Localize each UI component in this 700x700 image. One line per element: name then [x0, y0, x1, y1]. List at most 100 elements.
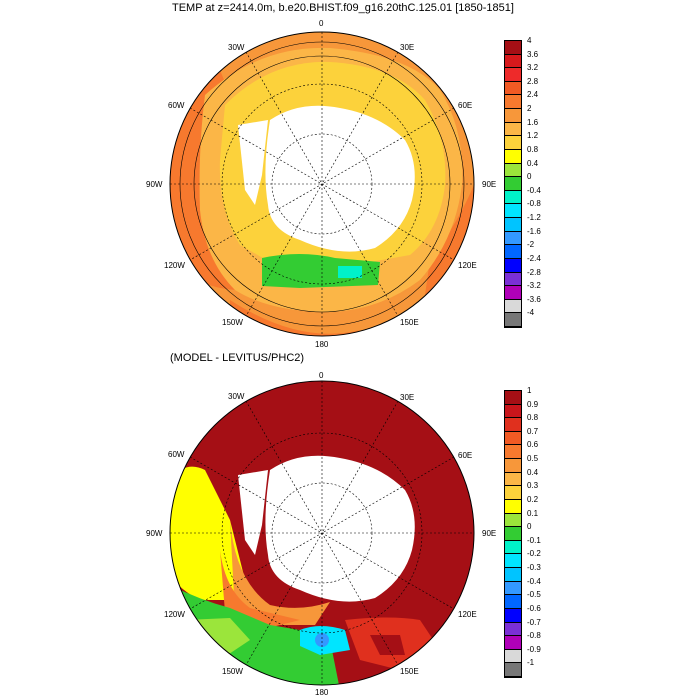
colorbar-label: 0.7	[527, 426, 539, 436]
colorbar-swatch	[505, 177, 521, 191]
lon-label-120w: 120W	[164, 261, 185, 270]
lon-label-60w: 60W	[168, 101, 185, 110]
temperature-colorbar	[504, 40, 522, 328]
panel2-title: (MODEL - LEVITUS/PHC2)	[170, 352, 305, 364]
colorbar-swatch	[505, 581, 521, 596]
colorbar-label: -0.9	[527, 644, 541, 654]
colorbar-swatch	[505, 404, 521, 419]
lon-label-0: 0	[319, 371, 324, 380]
lon-label-60e: 60E	[458, 451, 472, 460]
colorbar-label: 0	[527, 522, 532, 532]
colorbar-label: -2.8	[527, 267, 541, 277]
lon-label-150e: 150E	[400, 318, 419, 327]
colorbar-label: 2.4	[527, 90, 539, 100]
colorbar-label: -1.2	[527, 213, 541, 223]
colorbar-swatch	[505, 663, 521, 677]
colorbar-swatch	[505, 540, 521, 555]
lon-label-30w: 30W	[228, 392, 245, 401]
colorbar-label: 2	[527, 104, 532, 114]
colorbar-swatch	[505, 95, 521, 110]
lon-label-60e: 60E	[458, 101, 472, 110]
colorbar-label: -0.1	[527, 535, 541, 545]
lon-label-30e: 30E	[400, 43, 414, 52]
colorbar-swatch	[505, 513, 521, 528]
lon-label-30w: 30W	[228, 43, 245, 52]
colorbar-label: 0.4	[527, 467, 539, 477]
colorbar-label: 0.8	[527, 413, 539, 423]
lon-label-120e: 120E	[458, 261, 477, 270]
colorbar-label: 0.1	[527, 508, 539, 518]
colorbar-swatch	[505, 472, 521, 487]
colorbar-label: 4	[527, 36, 532, 45]
colorbar-swatch	[505, 272, 521, 287]
colorbar-label: -0.2	[527, 549, 541, 559]
colorbar-label: 1	[527, 386, 532, 395]
colorbar-label: -3.6	[527, 294, 541, 304]
colorbar-swatch	[505, 431, 521, 446]
colorbar-swatch	[505, 527, 521, 541]
colorbar-swatch	[505, 622, 521, 637]
colorbar-label: -0.6	[527, 603, 541, 613]
colorbar-label: 0.8	[527, 144, 539, 154]
lon-label-180: 180	[315, 340, 329, 349]
colorbar-swatch	[505, 554, 521, 569]
colorbar-swatch	[505, 418, 521, 432]
colorbar-label: -0.3	[527, 563, 541, 573]
colorbar-swatch	[505, 636, 521, 650]
colorbar-swatch	[505, 68, 521, 82]
lon-label-120e: 120E	[458, 610, 477, 619]
colorbar-swatch	[505, 499, 521, 514]
colorbar-swatch	[505, 204, 521, 219]
lon-label-150e: 150E	[400, 667, 419, 676]
lon-label-150w: 150W	[222, 667, 243, 676]
colorbar-label: 0.5	[527, 454, 539, 464]
colorbar-swatch	[505, 286, 521, 300]
colorbar-swatch	[505, 218, 521, 232]
colorbar-label: -2	[527, 240, 535, 250]
colorbar-swatch	[505, 231, 521, 246]
colorbar-label: 0.6	[527, 440, 539, 450]
colorbar-label: 0.4	[527, 158, 539, 168]
colorbar-swatch	[505, 299, 521, 314]
colorbar-swatch	[505, 163, 521, 178]
lon-label-90e: 90E	[482, 180, 496, 189]
colorbar-swatch	[505, 649, 521, 664]
colorbar-label: -0.7	[527, 617, 541, 627]
difference-colorbar	[504, 390, 522, 678]
colorbar-label: 0.2	[527, 494, 539, 504]
panel1-title: TEMP at z=2414.0m, b.e20.BHIST.f09_g16.2…	[172, 2, 514, 14]
colorbar-swatch	[505, 258, 521, 273]
colorbar-label: -2.4	[527, 253, 541, 263]
colorbar-label: 0	[527, 172, 532, 182]
colorbar-swatch	[505, 136, 521, 150]
colorbar-label: 0.9	[527, 399, 539, 409]
difference-map: 0 30E 60E 90E 120E 150E 180 150W 120W 90…	[146, 371, 496, 697]
colorbar-label: 3.6	[527, 49, 539, 59]
colorbar-swatch	[505, 445, 521, 460]
colorbar-label: -1.6	[527, 226, 541, 236]
colorbar-swatch	[505, 595, 521, 609]
lon-label-0: 0	[319, 19, 324, 28]
temperature-map: 0 30E 60E 90E 120E 150E 180 150W 120W 90…	[146, 19, 496, 349]
colorbar-label: 2.8	[527, 76, 539, 86]
colorbar-label: -3.2	[527, 281, 541, 291]
colorbar-swatch	[505, 54, 521, 69]
colorbar-label: -0.8	[527, 199, 541, 209]
lon-label-90e: 90E	[482, 529, 496, 538]
colorbar-swatch	[505, 109, 521, 123]
colorbar-label: -1	[527, 658, 535, 668]
colorbar-swatch	[505, 190, 521, 205]
colorbar-label: 3.2	[527, 63, 539, 73]
colorbar-swatch	[505, 459, 521, 473]
colorbar-swatch	[505, 391, 521, 405]
lon-label-60w: 60W	[168, 450, 185, 459]
colorbar-swatch	[505, 81, 521, 96]
colorbar-label: 0.3	[527, 481, 539, 491]
lon-label-180: 180	[315, 688, 329, 697]
colorbar-label: -0.5	[527, 590, 541, 600]
lon-label-30e: 30E	[400, 393, 414, 402]
colorbar-swatch	[505, 486, 521, 500]
colorbar-swatch	[505, 608, 521, 623]
lon-label-90w: 90W	[146, 180, 163, 189]
colorbar-swatch	[505, 245, 521, 259]
